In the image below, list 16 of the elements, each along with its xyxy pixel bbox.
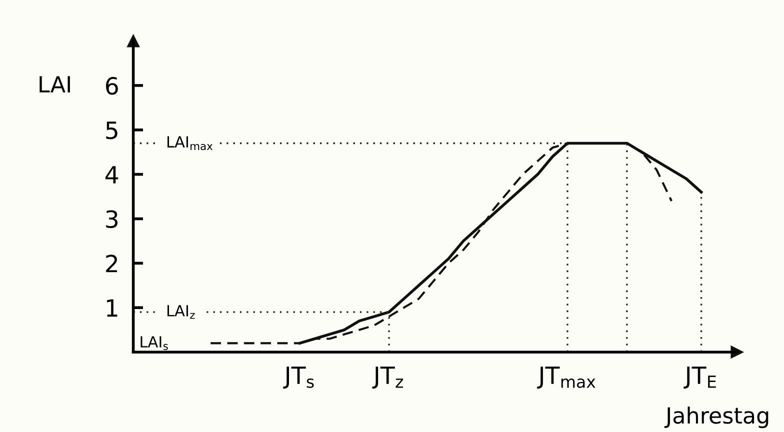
- y-tick-label: 6: [106, 76, 118, 95]
- y-tick-label: 1: [106, 299, 118, 317]
- x-tick-label: JT$_{E}$: [684, 366, 716, 389]
- y-axis-title: LAI: [140, 336, 162, 348]
- ref-line-label: LAI$_{max}$: [167, 136, 213, 150]
- x-axis-title: Jahrestag: [664, 406, 768, 428]
- y-tick-label: 4: [106, 166, 118, 184]
- text: LAI: [40, 76, 70, 92]
- text: s: [163, 344, 168, 350]
- x-tick-label: JT$_{max}$: [537, 366, 596, 389]
- x-tick-label: JT$_{z}$: [372, 366, 404, 389]
- y-tick-label: 5: [106, 122, 118, 140]
- y-tick-label: 2: [106, 254, 118, 272]
- y-tick-label: 3: [106, 210, 118, 228]
- ref-line-label: LAI$_{z}$: [167, 305, 195, 319]
- x-tick-label: JT$_{s}$: [283, 366, 314, 389]
